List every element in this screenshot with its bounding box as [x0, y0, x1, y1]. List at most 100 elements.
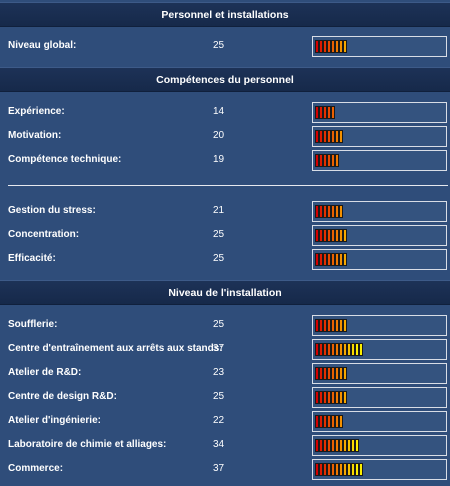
row-experience: Expérience: 14	[0, 100, 450, 124]
level-segment	[323, 439, 327, 452]
level-segment	[331, 253, 335, 266]
level-segment	[339, 367, 343, 380]
level-segment	[327, 40, 331, 53]
row-pitstop-training: Centre d'entraînement aux arrêts aux sta…	[0, 337, 450, 361]
row-commerce: Commerce: 37	[0, 457, 450, 481]
level-segment	[339, 391, 343, 404]
level-segment	[355, 439, 359, 452]
level-segment	[315, 229, 319, 242]
row-label: Centre d'entraînement aux arrêts aux sta…	[8, 343, 223, 354]
row-rnd-design: Centre de design R&D: 25	[0, 385, 450, 409]
level-bar	[312, 387, 447, 408]
level-segment	[331, 367, 335, 380]
level-bar	[312, 411, 447, 432]
level-segment	[335, 154, 339, 167]
section-header-personnel: Personnel et installations	[0, 2, 450, 27]
level-segment	[315, 106, 319, 119]
row-label: Soufflerie:	[8, 319, 58, 330]
row-label: Atelier de R&D:	[8, 367, 82, 378]
section-title: Compétences du personnel	[156, 74, 294, 86]
row-efficiency: Efficacité: 25	[0, 247, 450, 271]
level-bar	[312, 315, 447, 336]
level-bar	[312, 459, 447, 480]
level-segment	[347, 343, 351, 356]
row-label: Efficacité:	[8, 253, 56, 264]
level-segment	[335, 130, 339, 143]
level-segment	[323, 391, 327, 404]
level-bar	[312, 249, 447, 270]
level-segment	[327, 367, 331, 380]
level-segment	[315, 205, 319, 218]
row-value: 19	[213, 154, 225, 165]
level-segment	[335, 439, 339, 452]
level-segment	[339, 415, 343, 428]
level-segment	[335, 343, 339, 356]
row-value: 37	[213, 463, 225, 474]
level-segment	[319, 106, 323, 119]
level-segment	[319, 415, 323, 428]
level-segment	[319, 343, 323, 356]
section-title: Personnel et installations	[161, 9, 289, 21]
level-segment	[315, 343, 319, 356]
row-concentration: Concentration: 25	[0, 223, 450, 247]
level-segment	[327, 205, 331, 218]
row-engineering: Atelier d'ingénierie: 22	[0, 409, 450, 433]
level-segment	[335, 40, 339, 53]
level-segment	[331, 463, 335, 476]
level-segment	[315, 154, 319, 167]
level-segment	[335, 463, 339, 476]
level-segment	[343, 343, 347, 356]
level-segment	[319, 367, 323, 380]
level-segment	[343, 439, 347, 452]
level-segment	[339, 439, 343, 452]
level-segment	[323, 343, 327, 356]
level-segment	[339, 463, 343, 476]
level-segment	[331, 391, 335, 404]
level-segment	[343, 367, 347, 380]
row-label: Commerce:	[8, 463, 64, 474]
level-segment	[323, 253, 327, 266]
level-segment	[351, 343, 355, 356]
level-bar	[312, 363, 447, 384]
level-segment	[323, 130, 327, 143]
level-segment	[331, 319, 335, 332]
level-segment	[323, 229, 327, 242]
level-segment	[323, 319, 327, 332]
level-segment	[323, 367, 327, 380]
level-segment	[339, 319, 343, 332]
level-segment	[339, 205, 343, 218]
level-segment	[327, 463, 331, 476]
level-segment	[335, 367, 339, 380]
level-segment	[323, 106, 327, 119]
row-value: 34	[213, 439, 225, 450]
level-bar	[312, 36, 447, 57]
level-segment	[323, 205, 327, 218]
level-segment	[319, 391, 323, 404]
level-segment	[331, 130, 335, 143]
level-segment	[319, 154, 323, 167]
row-label: Expérience:	[8, 106, 65, 117]
level-segment	[327, 106, 331, 119]
level-segment	[315, 367, 319, 380]
level-segment	[327, 229, 331, 242]
level-segment	[331, 229, 335, 242]
level-segment	[323, 154, 327, 167]
level-segment	[331, 40, 335, 53]
level-segment	[339, 229, 343, 242]
level-segment	[347, 463, 351, 476]
section-header-skills: Compétences du personnel	[0, 67, 450, 92]
level-segment	[327, 415, 331, 428]
level-segment	[327, 391, 331, 404]
row-value: 25	[213, 319, 225, 330]
row-value: 25	[213, 253, 225, 264]
level-segment	[327, 439, 331, 452]
level-segment	[339, 343, 343, 356]
row-rnd-workshop: Atelier de R&D: 23	[0, 361, 450, 385]
row-value: 14	[213, 106, 225, 117]
level-bar	[312, 225, 447, 246]
row-global: Niveau global: 25	[0, 34, 450, 58]
row-stress: Gestion du stress: 21	[0, 199, 450, 223]
level-segment	[319, 205, 323, 218]
level-segment	[331, 106, 335, 119]
level-segment	[343, 463, 347, 476]
